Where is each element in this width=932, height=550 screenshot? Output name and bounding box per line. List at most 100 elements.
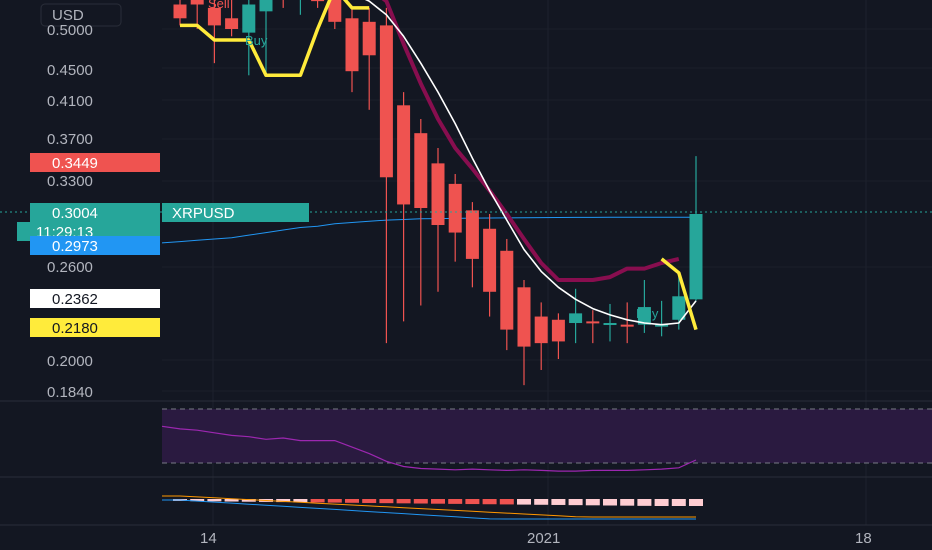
price-tag-red: 0.3449 xyxy=(30,153,160,172)
candle-body xyxy=(225,18,239,29)
price-tag-last: 0.3004 XRPUSD 11:29:13 xyxy=(17,203,309,241)
candle xyxy=(311,0,325,8)
macd-bar xyxy=(293,499,308,503)
candle xyxy=(603,303,617,342)
candle xyxy=(620,302,634,344)
price-tag-blue: 0.2973 xyxy=(30,236,160,255)
long-ma-line xyxy=(161,216,696,244)
macd-bar xyxy=(379,499,394,504)
candle xyxy=(431,147,445,292)
candle-body xyxy=(603,323,617,326)
time-label-2021: 2021 xyxy=(527,530,560,547)
price-tag-yellow: 0.2180 xyxy=(30,318,160,337)
candle-body xyxy=(569,313,583,324)
candle xyxy=(448,174,462,262)
candle-body xyxy=(483,228,497,292)
price-tick: 0.2600 xyxy=(47,259,93,276)
candle xyxy=(259,0,273,76)
macd-bar xyxy=(585,499,600,506)
macd-bar xyxy=(534,499,549,505)
candle xyxy=(397,92,411,322)
long-ma-polyline xyxy=(161,216,696,244)
macd-bar xyxy=(241,499,256,502)
candle xyxy=(379,7,393,344)
trail-line xyxy=(660,257,698,331)
time-axis: 14 2021 18 xyxy=(0,524,932,547)
macd-bar xyxy=(671,499,686,506)
macd-bar xyxy=(620,499,635,506)
macd-bar xyxy=(224,499,239,502)
price-tick: 0.5000 xyxy=(47,22,93,39)
macd-bar xyxy=(431,499,445,504)
macd-bar xyxy=(413,499,428,504)
macd-bar xyxy=(276,499,291,503)
currency-badge[interactable] xyxy=(40,3,122,27)
candle-body xyxy=(534,316,548,344)
candle xyxy=(299,0,301,15)
candle-body xyxy=(517,287,531,347)
candle-body xyxy=(620,324,634,327)
macd-bar xyxy=(499,499,514,505)
price-tick: 0.2000 xyxy=(47,353,93,370)
sell-signal-label: Sell xyxy=(208,0,230,11)
candle-body xyxy=(311,0,325,2)
candle-body xyxy=(655,324,669,327)
macd-bar xyxy=(551,499,566,505)
candle-body xyxy=(362,21,376,56)
macd-signal-line xyxy=(162,495,696,518)
price-tick: 0.3700 xyxy=(47,131,93,148)
candle-body xyxy=(672,296,686,320)
candle xyxy=(282,0,284,8)
svg-text:0.3449: 0.3449 xyxy=(52,155,98,172)
macd-bar xyxy=(568,499,583,506)
price-tag-white: 0.2362 xyxy=(30,289,160,308)
macd-bar xyxy=(310,499,325,503)
candle-body xyxy=(465,210,479,259)
macd-bar xyxy=(689,499,703,506)
candle-body xyxy=(551,319,565,342)
macd-pane xyxy=(0,476,932,520)
candle-body xyxy=(173,4,187,19)
candle-body xyxy=(259,0,273,12)
candle xyxy=(225,0,239,37)
svg-text:0.3004: 0.3004 xyxy=(52,205,98,222)
macd-bar xyxy=(327,499,342,503)
macd-bar xyxy=(482,499,497,505)
candle xyxy=(500,238,514,351)
rsi-line xyxy=(161,425,697,472)
symbol-label: XRPUSD xyxy=(172,205,235,222)
candle-body xyxy=(414,133,428,208)
candle xyxy=(173,0,187,26)
candle xyxy=(672,271,686,330)
candle-body xyxy=(500,250,514,330)
svg-text:0.2973: 0.2973 xyxy=(52,238,98,255)
candle-body xyxy=(207,7,221,26)
buy-signal-label-2: Buy xyxy=(636,306,659,321)
price-axis: USD 0.5000 0.4500 0.4100 0.3700 0.3300 0… xyxy=(40,3,122,401)
ma-fast-line xyxy=(364,0,697,326)
candlesticks xyxy=(173,0,703,386)
candle-body xyxy=(190,0,204,5)
macd-bar xyxy=(396,499,411,504)
svg-text:0.2362: 0.2362 xyxy=(52,291,98,308)
candle xyxy=(534,302,548,370)
candle xyxy=(328,0,342,29)
candle xyxy=(465,202,479,288)
macd-bar xyxy=(603,499,617,506)
candle-body xyxy=(345,18,359,72)
candle xyxy=(242,0,256,76)
candle xyxy=(345,7,359,93)
candle-body xyxy=(397,105,411,205)
svg-text:0.2180: 0.2180 xyxy=(52,320,98,337)
price-tick: 0.3300 xyxy=(47,173,93,190)
candle-body xyxy=(431,163,445,226)
time-label-14: 14 xyxy=(200,530,217,547)
trail-line xyxy=(180,0,370,78)
candle xyxy=(569,288,583,344)
candle xyxy=(207,0,221,64)
candle xyxy=(517,280,531,386)
candle xyxy=(362,7,376,110)
candle xyxy=(586,310,600,344)
ma-slow-line xyxy=(381,0,680,282)
